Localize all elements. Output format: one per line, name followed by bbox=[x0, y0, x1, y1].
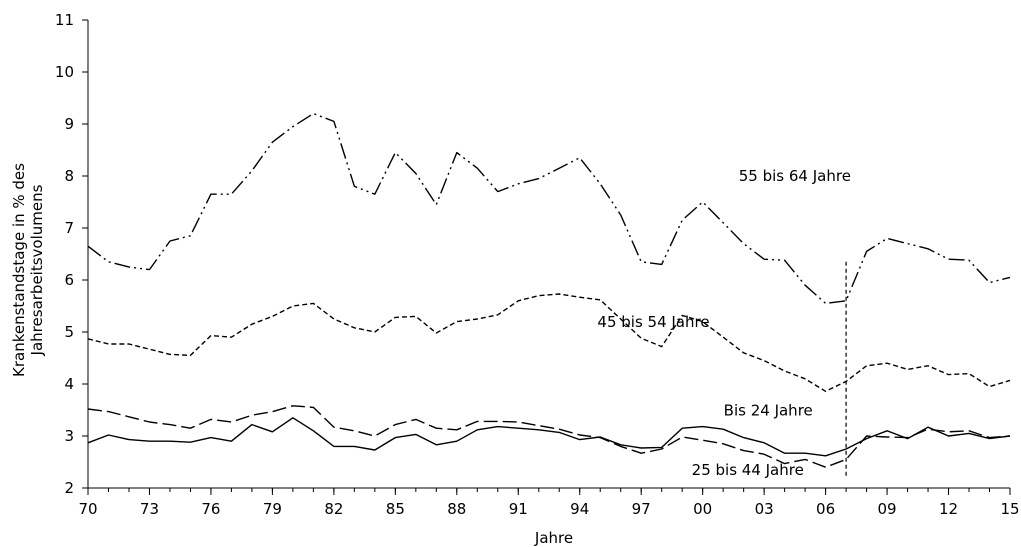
x-tick-label: 73 bbox=[140, 500, 159, 518]
series-label-3: 25 bis 44 Jahre bbox=[692, 461, 804, 479]
y-tick-label: 2 bbox=[64, 479, 74, 497]
y-tick-label: 7 bbox=[64, 219, 74, 237]
series-line-0 bbox=[87, 112, 1011, 305]
x-tick-label: 03 bbox=[755, 500, 774, 518]
axes: 2 3 4 5 6 7 8 9 10 11 70 73 76 79 82 85 88 91 94 97 00 03 06 09… bbox=[55, 11, 1020, 518]
x-tick-label: 82 bbox=[324, 500, 343, 518]
x-tick-label: 88 bbox=[447, 500, 466, 518]
series-labels: 55 bis 64 Jahre 45 bis 54 Jahre Bis 24 Jah… bbox=[597, 167, 851, 479]
x-tick-label: 97 bbox=[632, 500, 651, 518]
y-axis-title-line-2: Jahresarbeitsvolumens bbox=[28, 184, 46, 356]
y-tick-label: 9 bbox=[64, 115, 74, 133]
series-label-0: 55 bis 64 Jahre bbox=[739, 167, 851, 185]
x-tick-label: 85 bbox=[386, 500, 405, 518]
series-layer bbox=[87, 112, 1011, 478]
y-tick-label: 8 bbox=[64, 167, 74, 185]
y-axis-title: Krankenstandstage in % des Jahresarbeits… bbox=[10, 163, 46, 377]
x-tick-label: 79 bbox=[263, 500, 282, 518]
y-tick-label: 11 bbox=[55, 11, 74, 29]
x-tick-label: 15 bbox=[1000, 500, 1019, 518]
y-tick-label: 3 bbox=[64, 427, 74, 445]
x-tick-label: 00 bbox=[693, 500, 712, 518]
series-line-2 bbox=[87, 417, 1011, 457]
x-tick-label: 12 bbox=[939, 500, 958, 518]
series-label-2: Bis 24 Jahre bbox=[724, 402, 813, 420]
x-tick-label: 09 bbox=[878, 500, 897, 518]
y-tick-label: 5 bbox=[64, 323, 74, 341]
x-axis-title: Jahre bbox=[534, 529, 573, 547]
y-axis-title-line-1: Krankenstandstage in % des bbox=[10, 163, 28, 377]
series-label-1: 45 bis 54 Jahre bbox=[597, 313, 709, 331]
y-tick-label: 6 bbox=[64, 271, 74, 289]
x-tick-label: 91 bbox=[509, 500, 528, 518]
x-tick-label: 06 bbox=[816, 500, 835, 518]
x-tick-label: 70 bbox=[78, 500, 97, 518]
series-line-1 bbox=[87, 293, 1011, 392]
x-tick-label: 94 bbox=[570, 500, 589, 518]
y-tick-label: 4 bbox=[64, 375, 74, 393]
series-line-3 bbox=[87, 405, 1011, 468]
x-tick-label: 76 bbox=[201, 500, 220, 518]
y-tick-label: 10 bbox=[55, 63, 74, 81]
